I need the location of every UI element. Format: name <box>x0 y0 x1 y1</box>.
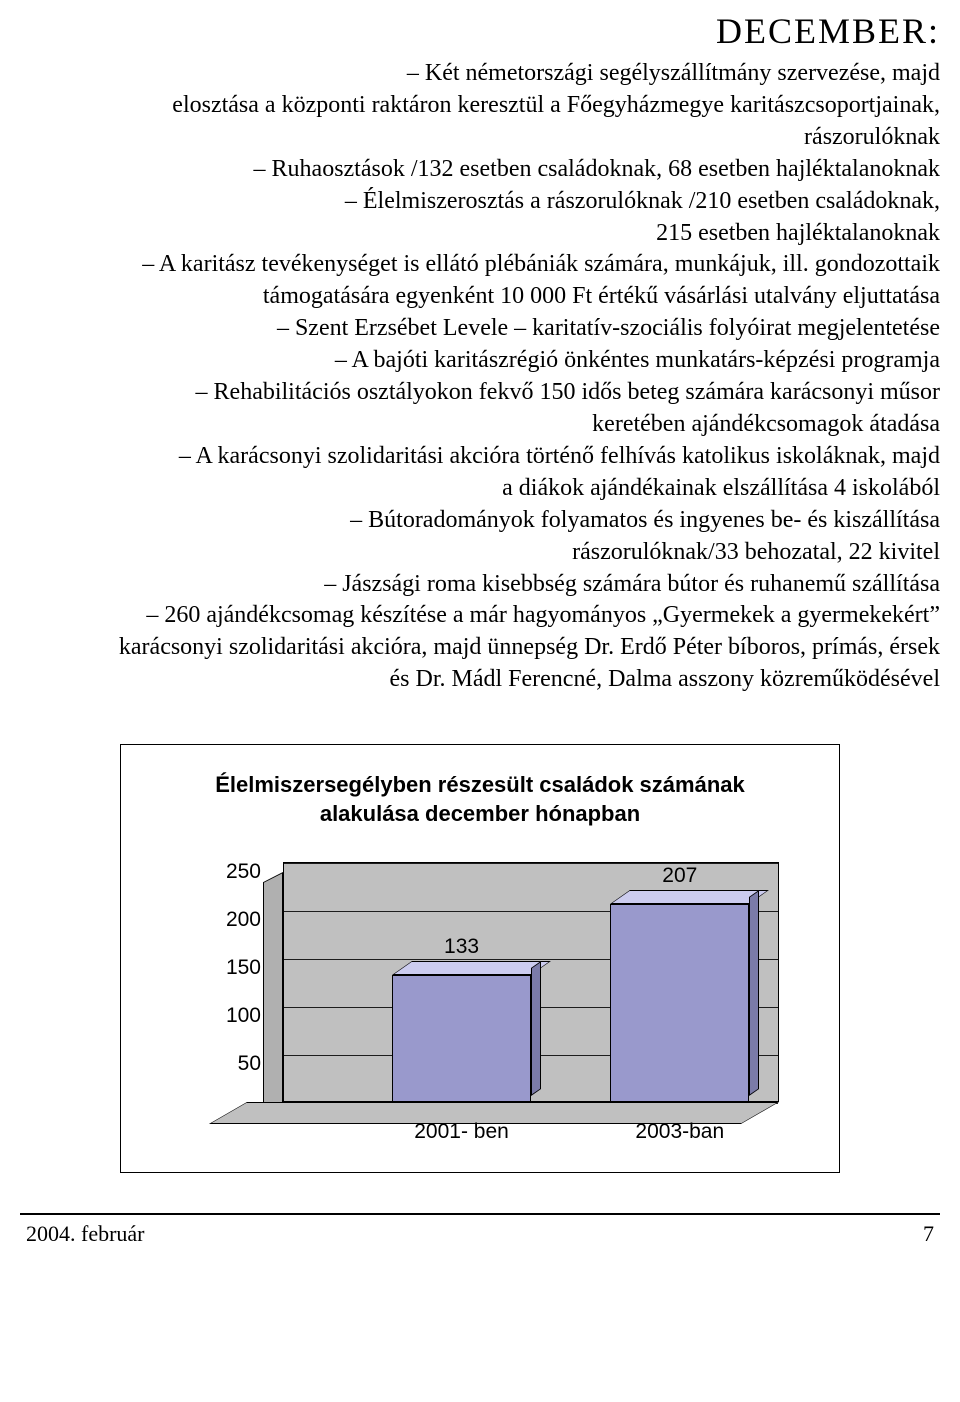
bar-side <box>749 890 759 1096</box>
body-line: rászorulóknak <box>20 122 940 154</box>
y-axis-labels: 050100150200250 <box>211 862 267 1102</box>
body-line: – A karácsonyi szolidaritási akcióra tör… <box>20 441 940 473</box>
page-number: 7 <box>923 1221 934 1247</box>
x-tick-label: 2003-ban <box>635 1120 724 1144</box>
chart-title-line2: alakulása december hónapban <box>320 801 640 826</box>
y-tick-label: 150 <box>226 956 261 980</box>
body-line: – Jászsági roma kisebbség számára bútor … <box>20 569 940 601</box>
body-line: rászorulóknak/33 behozatal, 22 kivitel <box>20 537 940 569</box>
chart-bar: 207 <box>610 904 749 1103</box>
chart-plot: 133 207 <box>283 862 779 1102</box>
body-line: 215 esetben hajléktalanoknak <box>20 218 940 250</box>
chart-container: Élelmiszersegélyben részesült családok s… <box>120 744 840 1173</box>
body-line: támogatására egyenként 10 000 Ft értékű … <box>20 281 940 313</box>
chart-title: Élelmiszersegélyben részesült családok s… <box>151 771 809 828</box>
body-line: – A bajóti karitászrégió önkéntes munkat… <box>20 345 940 377</box>
bar-side <box>531 961 541 1096</box>
month-heading: DECEMBER: <box>20 10 940 52</box>
bar-top <box>610 890 769 904</box>
bar-top <box>392 961 551 975</box>
y-tick-label: 250 <box>226 860 261 884</box>
x-axis-labels: 2001- ben 2003-ban <box>283 1120 779 1150</box>
bar-value-label: 133 <box>392 935 531 959</box>
y-tick-label: 200 <box>226 908 261 932</box>
body-line: – 260 ajándékcsomag készítése a már hagy… <box>20 600 940 632</box>
body-text: – Két németországi segélyszállítmány sze… <box>20 58 940 696</box>
bar-value-label: 207 <box>610 864 749 888</box>
body-line: elosztása a központi raktáron keresztül … <box>20 90 940 122</box>
body-line: keretében ajándékcsomagok átadása <box>20 409 940 441</box>
page-footer: 2004. február 7 <box>20 1221 940 1261</box>
y-tick-label: 50 <box>238 1052 261 1076</box>
x-tick-label: 2001- ben <box>414 1120 509 1144</box>
y-tick-label: 100 <box>226 1004 261 1028</box>
body-line: – Ruhaosztások /132 esetben családoknak,… <box>20 154 940 186</box>
chart-bar: 133 <box>392 975 531 1103</box>
chart-title-line1: Élelmiszersegélyben részesült családok s… <box>215 772 745 797</box>
footer-rule <box>20 1213 940 1215</box>
body-line: – Élelmiszerosztás a rászorulóknak /210 … <box>20 186 940 218</box>
footer-date: 2004. február <box>26 1221 145 1247</box>
body-line: – A karitász tevékenységet is ellátó plé… <box>20 249 940 281</box>
bar-front <box>610 904 749 1103</box>
body-line: – Szent Erzsébet Levele – karitatív-szoc… <box>20 313 940 345</box>
chart-side-wall <box>263 872 283 1122</box>
body-line: és Dr. Mádl Ferencné, Dalma asszony közr… <box>20 664 940 696</box>
body-line: – Bútoradományok folyamatos és ingyenes … <box>20 505 940 537</box>
body-line: karácsonyi szolidaritási akcióra, majd ü… <box>20 632 940 664</box>
bar-front <box>392 975 531 1103</box>
body-line: – Két németországi segélyszállítmány sze… <box>20 58 940 90</box>
body-line: a diákok ajándékainak elszállítása 4 isk… <box>20 473 940 505</box>
chart-area: 050100150200250 133207 2001- ben2003-ban <box>211 862 799 1142</box>
body-line: – Rehabilitációs osztályokon fekvő 150 i… <box>20 377 940 409</box>
